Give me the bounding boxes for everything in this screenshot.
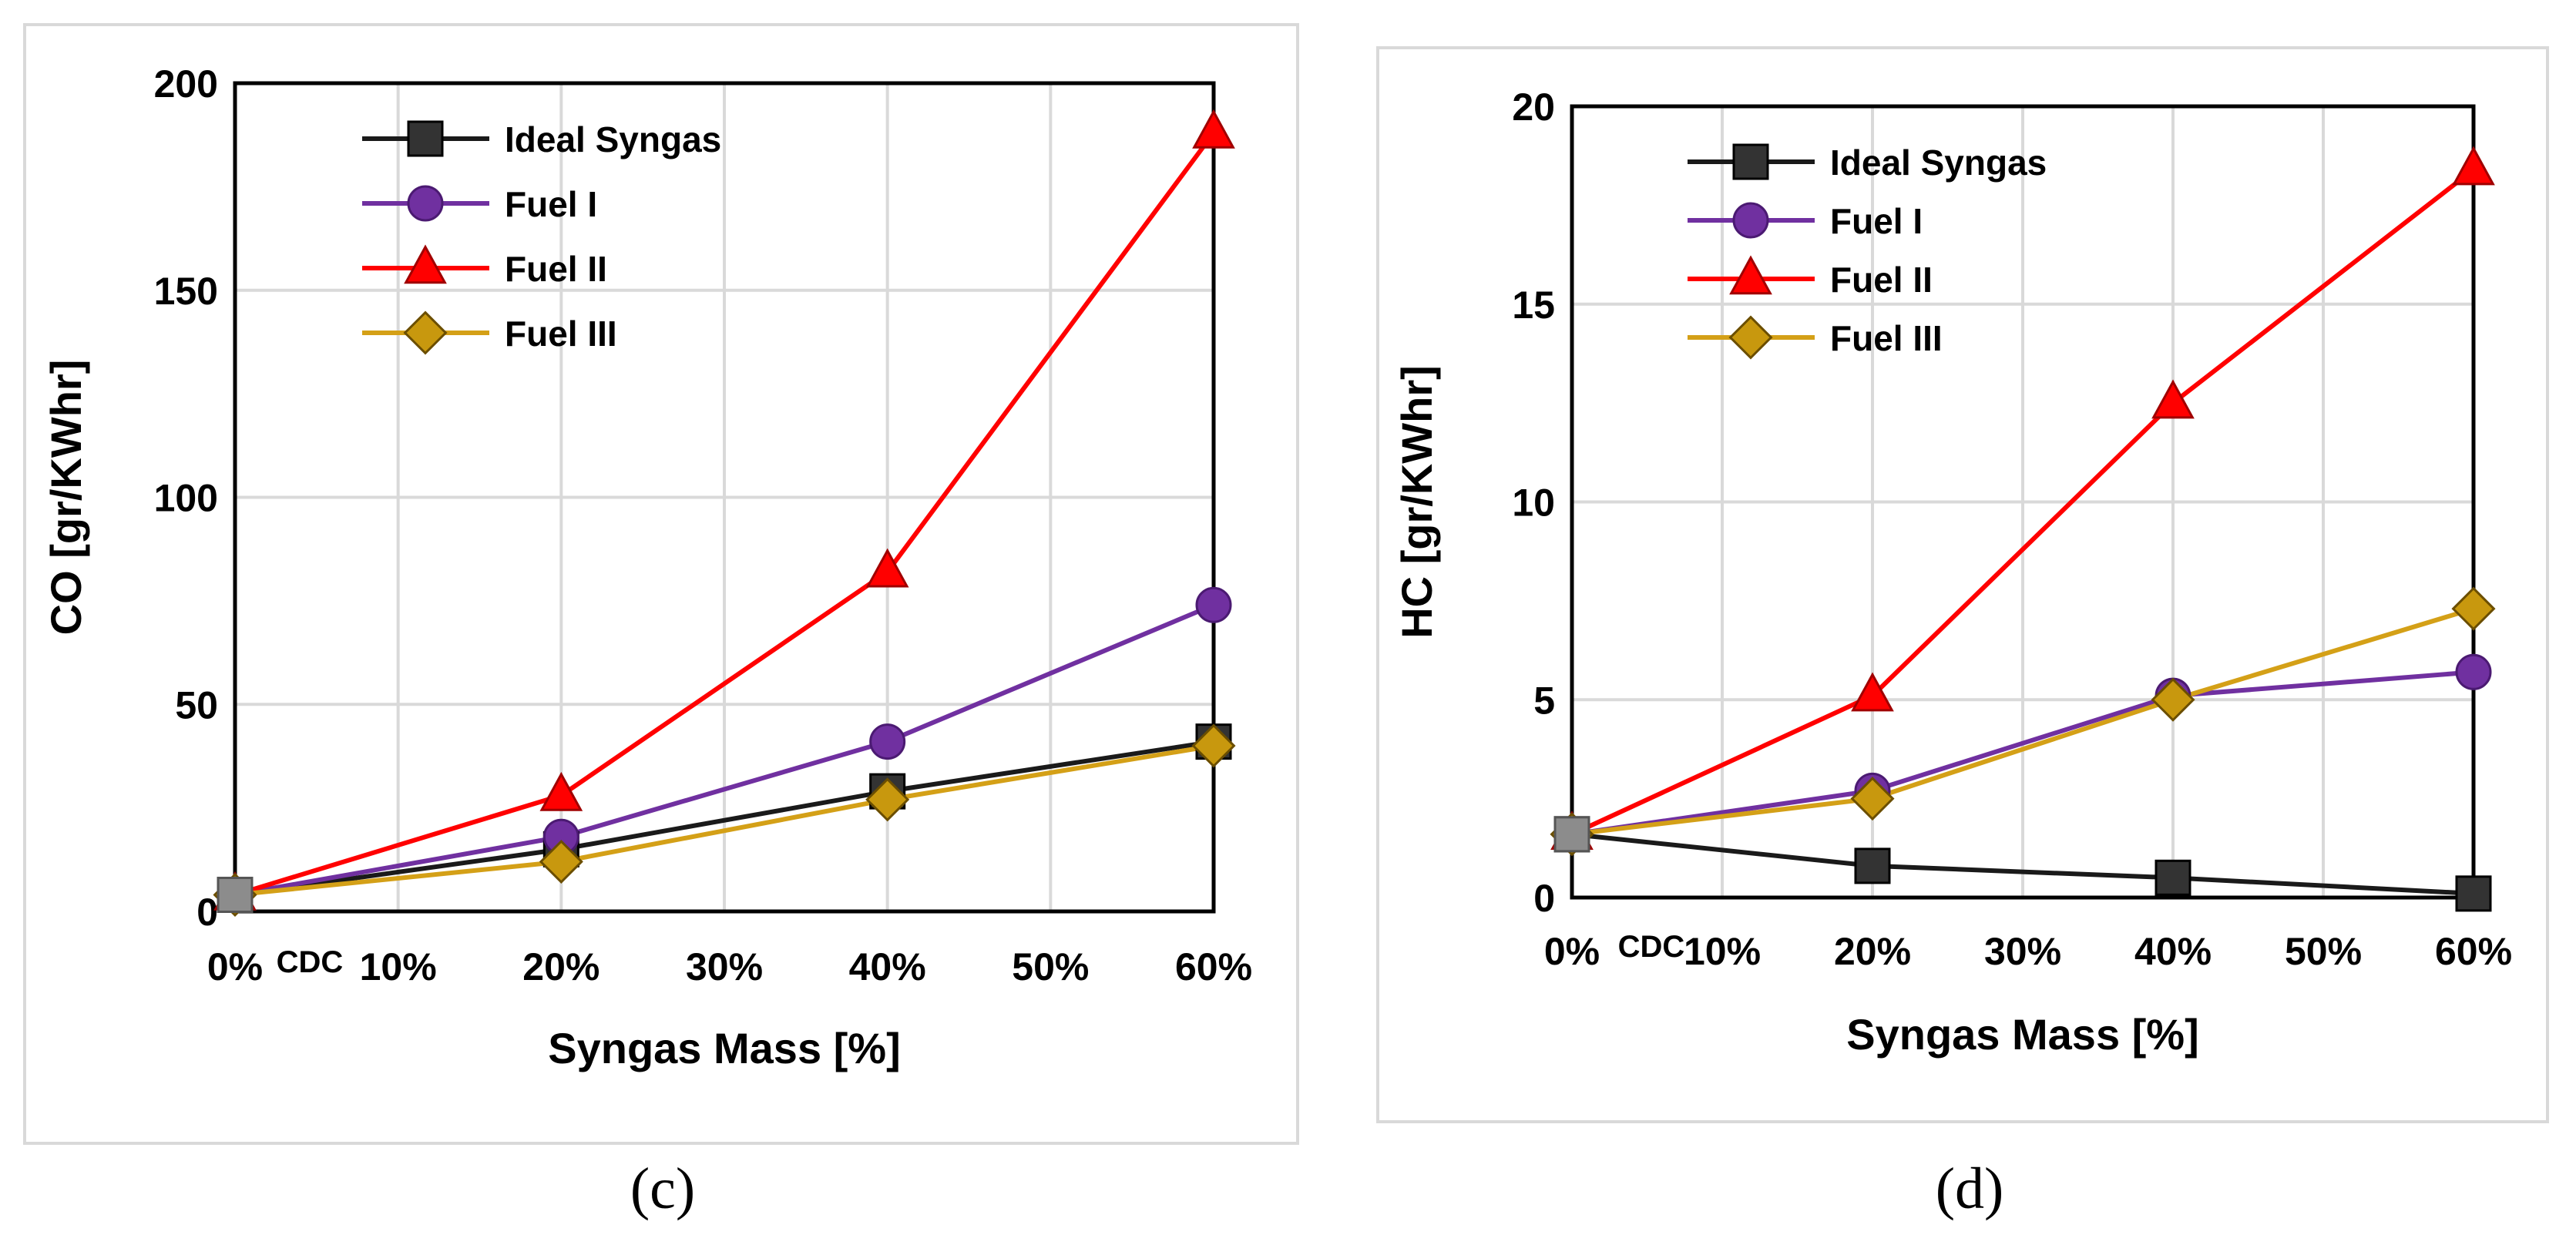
data-point-fuel-ii bbox=[1192, 109, 1235, 149]
data-point-fuel-ii bbox=[1851, 672, 1894, 712]
x-tick-label: 20% bbox=[1834, 930, 1911, 973]
data-point-ideal-syngas bbox=[2455, 875, 2492, 912]
y-axis-label: HC [gr/KWhr] bbox=[1392, 365, 1441, 639]
data-point-fuel-ii bbox=[539, 771, 583, 811]
legend-marker bbox=[407, 120, 444, 157]
legend-label: Fuel I bbox=[505, 184, 597, 224]
series-line-ideal-syngas bbox=[234, 739, 1214, 898]
legend-label: Fuel I bbox=[1830, 201, 1923, 241]
data-point-fuel-i bbox=[1195, 586, 1232, 623]
y-tick-label: 150 bbox=[154, 270, 218, 313]
x-tick-label: 50% bbox=[2285, 930, 2362, 973]
legend-label: Ideal Syngas bbox=[505, 119, 721, 159]
series-line-fuel-ii bbox=[1570, 167, 2475, 837]
data-point-cdc bbox=[217, 877, 254, 913]
data-point-fuel-ii bbox=[865, 548, 909, 588]
y-tick-label: 0 bbox=[196, 891, 218, 934]
legend-marker bbox=[1732, 143, 1769, 180]
x-tick-label: 10% bbox=[1684, 930, 1761, 973]
cdc-annotation: CDC bbox=[1618, 930, 1685, 964]
y-tick-label: 0 bbox=[1533, 877, 1555, 920]
plot-area-frame bbox=[233, 81, 1216, 914]
data-point-ideal-syngas bbox=[2155, 859, 2191, 896]
legend-label: Fuel II bbox=[505, 249, 607, 289]
x-axis-label: Syngas Mass [%] bbox=[548, 1024, 901, 1072]
legend-label: Fuel III bbox=[1830, 318, 1943, 358]
series-line-fuel-iii bbox=[1571, 606, 2474, 837]
panel-label-d: (d) bbox=[1935, 1156, 2004, 1221]
cdc-annotation: CDC bbox=[277, 945, 344, 979]
x-tick-label: 0% bbox=[1544, 930, 1600, 973]
y-tick-label: 100 bbox=[154, 477, 218, 520]
x-tick-label: 60% bbox=[2435, 930, 2512, 973]
data-point-fuel-iii bbox=[539, 839, 583, 884]
chart-c: 0 50 100 150 200 0% 10% 20% 30% 40% 50% 60% CDC Synga… bbox=[42, 62, 1252, 1072]
data-point-fuel-iii bbox=[1850, 777, 1895, 821]
legend-label: Fuel III bbox=[505, 314, 617, 354]
y-axis-label: CO [gr/KWhr] bbox=[42, 360, 90, 636]
legend-marker bbox=[404, 244, 447, 284]
x-tick-label: 30% bbox=[686, 945, 763, 988]
y-tick-label: 20 bbox=[1512, 86, 1555, 129]
y-tick-label: 15 bbox=[1512, 284, 1555, 327]
data-point-fuel-iii bbox=[2451, 586, 2496, 631]
x-axis-label: Syngas Mass [%] bbox=[1846, 1010, 2199, 1059]
y-tick-label: 5 bbox=[1533, 679, 1555, 722]
series-line-ideal-syngas bbox=[1571, 831, 2474, 896]
x-tick-label: 20% bbox=[522, 945, 599, 988]
y-tick-label: 200 bbox=[154, 62, 218, 106]
legend: Ideal Syngas Fuel I Fuel II Fuel III bbox=[1688, 143, 2047, 360]
x-tick-label: 40% bbox=[2134, 930, 2212, 973]
legend-marker bbox=[1732, 202, 1769, 239]
data-point-cdc bbox=[1553, 816, 1590, 853]
legend-marker bbox=[1728, 315, 1773, 360]
series-line-fuel-iii bbox=[234, 743, 1214, 898]
data-point-fuel-iii bbox=[1191, 723, 1236, 768]
data-point-ideal-syngas bbox=[1854, 847, 1891, 884]
y-tick-label: 50 bbox=[175, 683, 218, 727]
x-tick-label: 0% bbox=[207, 945, 263, 988]
data-point-fuel-ii bbox=[2452, 146, 2495, 186]
legend-marker bbox=[1729, 255, 1772, 295]
data-point-fuel-iii bbox=[2151, 677, 2195, 722]
plot-area-frame bbox=[1570, 104, 2476, 900]
x-tick-label: 50% bbox=[1012, 945, 1089, 988]
chart-d: 0 5 10 15 20 0% 10% 20% 30% 40% 50% 60% CDC Syngas Ma… bbox=[1392, 86, 2512, 1059]
legend: Ideal Syngas Fuel I Fuel II Fuel III bbox=[362, 119, 721, 355]
x-tick-label: 40% bbox=[849, 945, 926, 988]
series-line-fuel-ii bbox=[234, 131, 1216, 898]
panel-label-c: (c) bbox=[630, 1156, 696, 1221]
x-tick-label: 10% bbox=[360, 945, 437, 988]
series-line-fuel-i bbox=[1571, 669, 2474, 837]
legend-marker bbox=[407, 185, 444, 222]
data-point-fuel-i bbox=[2455, 653, 2492, 690]
x-tick-label: 30% bbox=[1984, 930, 2061, 973]
series-line-fuel-i bbox=[234, 602, 1215, 898]
x-tick-label: 60% bbox=[1175, 945, 1252, 988]
y-tick-label: 10 bbox=[1512, 482, 1555, 525]
data-point-fuel-i bbox=[869, 723, 906, 760]
data-point-fuel-ii bbox=[2151, 379, 2195, 419]
legend-label: Fuel II bbox=[1830, 260, 1933, 300]
legend-marker bbox=[403, 310, 448, 355]
legend-label: Ideal Syngas bbox=[1830, 143, 2047, 183]
data-point-fuel-iii bbox=[865, 777, 910, 822]
